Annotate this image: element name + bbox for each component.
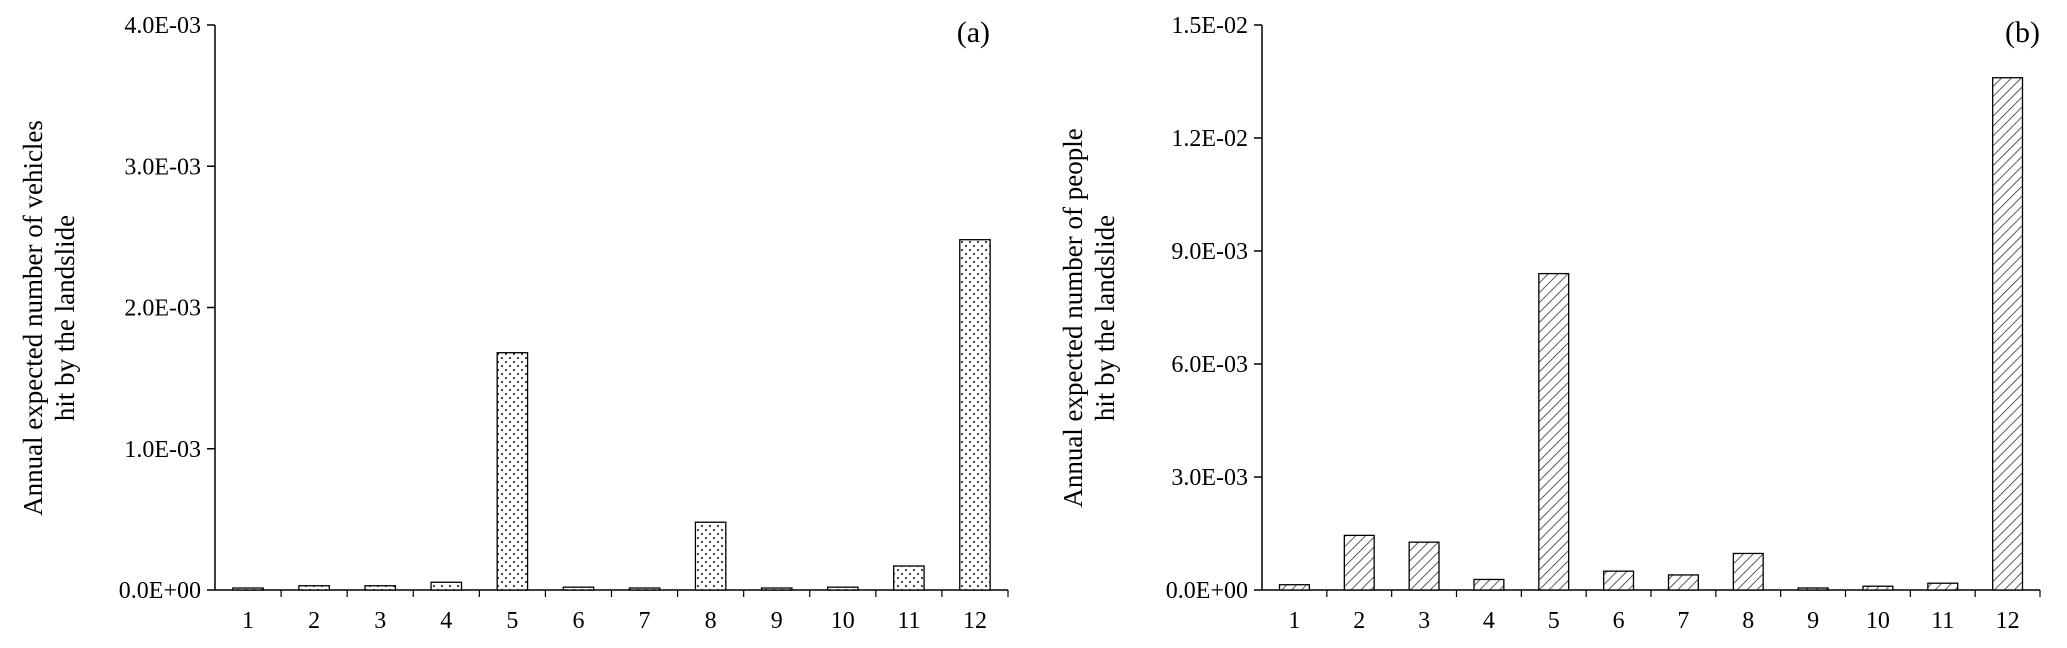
y-tick-label: 3.0E-03 xyxy=(1171,465,1248,491)
y-axis-label-line-2: hit by the landslide xyxy=(50,215,80,421)
bar-10 xyxy=(1862,585,1894,591)
x-tick-label: 10 xyxy=(1866,608,1890,634)
x-tick-label: 3 xyxy=(1418,608,1430,634)
panel-a: (a) Annual expected number of vehicles h… xyxy=(18,13,1009,634)
bar-3 xyxy=(364,585,397,591)
x-tick-label: 8 xyxy=(705,608,717,634)
bar-12 xyxy=(959,239,991,591)
x-tick-label: 1 xyxy=(242,608,254,634)
bar-9 xyxy=(1797,587,1829,591)
x-tick-label: 11 xyxy=(1931,608,1954,634)
y-tick-label: 3.0E-03 xyxy=(124,154,201,180)
x-tick-label: 4 xyxy=(440,608,452,634)
bar-3 xyxy=(1408,541,1440,591)
x-tick-label: 5 xyxy=(1548,608,1560,634)
y-tick-label: 0.0E+00 xyxy=(119,578,201,604)
y-axis-label-line-2: hit by the landslide xyxy=(1090,215,1120,421)
bar-1 xyxy=(1278,584,1310,591)
y-tick-label: 6.0E-03 xyxy=(1171,352,1248,378)
y-tick-label: 1.0E-03 xyxy=(124,437,201,463)
bar-10 xyxy=(826,586,859,591)
x-tick-label: 12 xyxy=(963,608,987,634)
x-tick-label: 11 xyxy=(897,608,920,634)
x-tick-label: 10 xyxy=(831,608,855,634)
bar-11 xyxy=(893,565,925,591)
bar-7 xyxy=(1667,574,1699,591)
bar-5 xyxy=(496,352,529,591)
x-tick-label: 7 xyxy=(1677,608,1689,634)
x-tick-label: 1 xyxy=(1288,608,1300,634)
bar-9 xyxy=(760,587,793,591)
bar-2 xyxy=(298,585,330,591)
y-tick-label: 1.5E-02 xyxy=(1171,13,1248,39)
y-axis-label-line-1: Annual expected number of people xyxy=(1058,128,1088,507)
x-tick-label: 9 xyxy=(771,608,783,634)
bar-4 xyxy=(1473,578,1505,591)
y-tick-label: 2.0E-03 xyxy=(124,296,201,322)
bar-4 xyxy=(430,581,463,591)
bar-6 xyxy=(562,586,595,591)
x-tick-label: 4 xyxy=(1483,608,1495,634)
bar-5 xyxy=(1538,272,1570,591)
bar-12 xyxy=(1992,77,2024,591)
y-tick-label: 1.2E-02 xyxy=(1171,126,1248,152)
y-tick-label: 0.0E+00 xyxy=(1166,578,1248,604)
bar-1 xyxy=(232,587,264,591)
x-tick-label: 8 xyxy=(1742,608,1754,634)
x-tick-label: 5 xyxy=(506,608,518,634)
x-tick-label: 12 xyxy=(1996,608,2020,634)
x-tick-label: 7 xyxy=(639,608,651,634)
bar-7 xyxy=(628,587,661,591)
x-tick-label: 9 xyxy=(1807,608,1819,634)
y-axis-label-line-1: Annual expected number of vehicles xyxy=(18,120,48,516)
panel-label: (a) xyxy=(957,16,990,49)
y-tick-label: 4.0E-03 xyxy=(124,13,201,39)
bar-6 xyxy=(1603,570,1635,591)
panel-b: (b) Annual expected number of people hit… xyxy=(1058,13,2041,634)
x-tick-label: 2 xyxy=(308,608,320,634)
bar-8 xyxy=(1732,552,1764,591)
bar-8 xyxy=(694,521,727,591)
panel-label: (b) xyxy=(2005,16,2040,49)
bar-11 xyxy=(1927,582,1959,591)
bar-2 xyxy=(1343,534,1375,591)
x-tick-label: 3 xyxy=(374,608,386,634)
y-tick-label: 9.0E-03 xyxy=(1171,239,1248,265)
x-tick-label: 2 xyxy=(1353,608,1365,634)
x-tick-label: 6 xyxy=(572,608,584,634)
x-tick-label: 6 xyxy=(1613,608,1625,634)
